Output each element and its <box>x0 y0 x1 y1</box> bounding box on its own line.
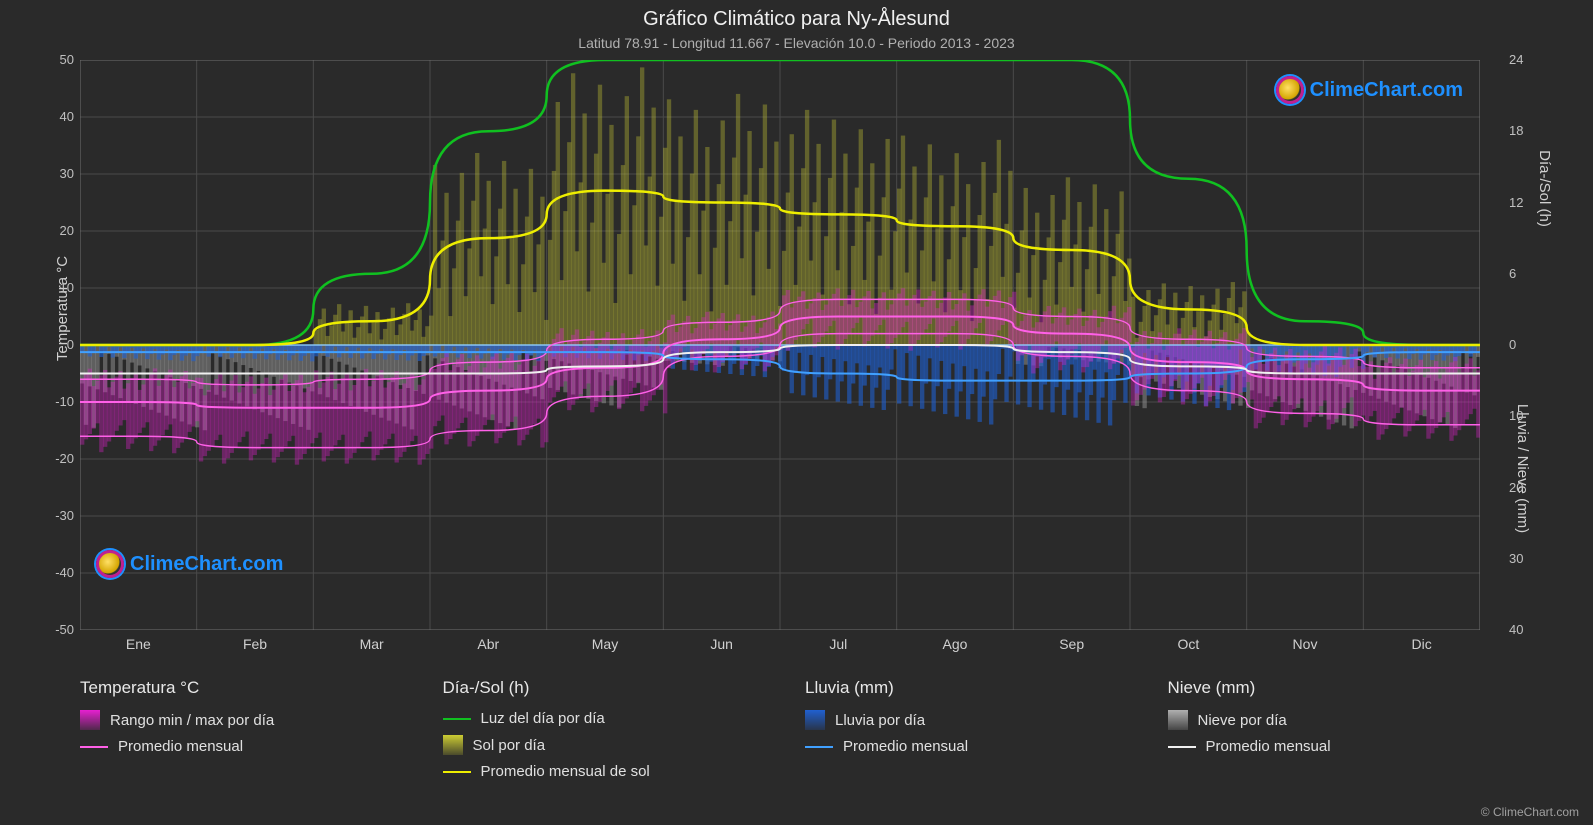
legend: Temperatura °C Rango min / max por día Pro… <box>80 678 1500 788</box>
legend-swatch-icon <box>1168 746 1196 748</box>
ytick-left: -10 <box>48 394 74 409</box>
legend-column: Día-/Sol (h) Luz del día por día Sol por d… <box>443 678 776 788</box>
ytick-right-mm: 30 <box>1509 551 1533 566</box>
legend-swatch-icon <box>443 718 471 720</box>
xtick-month: Feb <box>243 636 267 652</box>
legend-swatch-icon <box>443 735 463 755</box>
legend-title: Día-/Sol (h) <box>443 678 776 698</box>
ytick-right-sun: 24 <box>1509 52 1533 67</box>
ytick-left: -30 <box>48 508 74 523</box>
legend-label: Promedio mensual <box>843 738 968 755</box>
legend-label: Promedio mensual de sol <box>481 763 650 780</box>
watermark-text: ClimeChart.com <box>1310 79 1463 102</box>
watermark-bottom-left: ClimeChart.com <box>96 550 283 578</box>
chart-subtitle: Latitud 78.91 - Longitud 11.667 - Elevac… <box>0 31 1593 51</box>
copyright-text: © ClimeChart.com <box>1481 805 1579 819</box>
ytick-right-sun: 6 <box>1509 266 1533 281</box>
climate-chart: Gráfico Climático para Ny-Ålesund Latitu… <box>0 0 1593 825</box>
ytick-right-mm: 20 <box>1509 480 1533 495</box>
legend-item: Sol por día <box>443 735 776 755</box>
ytick-right-sun: 0 <box>1509 337 1533 352</box>
xtick-month: Abr <box>477 636 499 652</box>
legend-swatch-icon <box>80 746 108 748</box>
xtick-month: Jun <box>710 636 733 652</box>
legend-swatch-icon <box>1168 710 1188 730</box>
watermark-top-right: ClimeChart.com <box>1276 76 1463 104</box>
legend-label: Promedio mensual <box>118 738 243 755</box>
legend-item: Promedio mensual <box>80 738 413 755</box>
ytick-left: 20 <box>48 223 74 238</box>
legend-item: Nieve por día <box>1168 710 1501 730</box>
legend-swatch-icon <box>805 746 833 748</box>
ytick-right-mm: 10 <box>1509 408 1533 423</box>
ytick-left: 0 <box>48 337 74 352</box>
ytick-left: 30 <box>48 166 74 181</box>
ytick-left: -40 <box>48 565 74 580</box>
watermark-text: ClimeChart.com <box>130 553 283 576</box>
ytick-left: 40 <box>48 109 74 124</box>
xtick-month: Ago <box>943 636 968 652</box>
climechart-logo-icon <box>1276 76 1304 104</box>
legend-column: Lluvia (mm) Lluvia por día Promedio mensua… <box>805 678 1138 788</box>
legend-item: Promedio mensual <box>805 738 1138 755</box>
legend-title: Lluvia (mm) <box>805 678 1138 698</box>
xtick-month: Jul <box>829 636 847 652</box>
legend-column: Nieve (mm) Nieve por día Promedio mensual <box>1168 678 1501 788</box>
xtick-month: Sep <box>1059 636 1084 652</box>
xtick-month: Oct <box>1177 636 1199 652</box>
legend-label: Rango min / max por día <box>110 712 274 729</box>
legend-title: Temperatura °C <box>80 678 413 698</box>
legend-item: Promedio mensual <box>1168 738 1501 755</box>
legend-label: Lluvia por día <box>835 712 925 729</box>
legend-swatch-icon <box>805 710 825 730</box>
legend-item: Lluvia por día <box>805 710 1138 730</box>
legend-label: Nieve por día <box>1198 712 1287 729</box>
xtick-month: Mar <box>360 636 384 652</box>
legend-swatch-icon <box>80 710 100 730</box>
legend-label: Sol por día <box>473 737 546 754</box>
ytick-left: -20 <box>48 451 74 466</box>
ytick-right-sun: 18 <box>1509 123 1533 138</box>
xtick-month: Ene <box>126 636 151 652</box>
legend-title: Nieve (mm) <box>1168 678 1501 698</box>
chart-title: Gráfico Climático para Ny-Ålesund <box>0 0 1593 31</box>
xtick-month: Nov <box>1293 636 1318 652</box>
legend-item: Luz del día por día <box>443 710 776 727</box>
legend-label: Promedio mensual <box>1206 738 1331 755</box>
ytick-left: 10 <box>48 280 74 295</box>
ytick-right-sun: 12 <box>1509 195 1533 210</box>
legend-item: Promedio mensual de sol <box>443 763 776 780</box>
legend-column: Temperatura °C Rango min / max por día Pro… <box>80 678 413 788</box>
y-axis-right-bot-label: Lluvia / Nieve (mm) <box>1514 404 1531 533</box>
ytick-left: 50 <box>48 52 74 67</box>
legend-swatch-icon <box>443 771 471 773</box>
xtick-month: Dic <box>1412 636 1432 652</box>
ytick-right-mm: 40 <box>1509 622 1533 637</box>
legend-label: Luz del día por día <box>481 710 605 727</box>
climechart-logo-icon <box>96 550 124 578</box>
xtick-month: May <box>592 636 618 652</box>
ytick-left: -50 <box>48 622 74 637</box>
legend-item: Rango min / max por día <box>80 710 413 730</box>
plot-area <box>80 60 1480 630</box>
y-axis-right-top-label: Día-/Sol (h) <box>1536 150 1553 227</box>
